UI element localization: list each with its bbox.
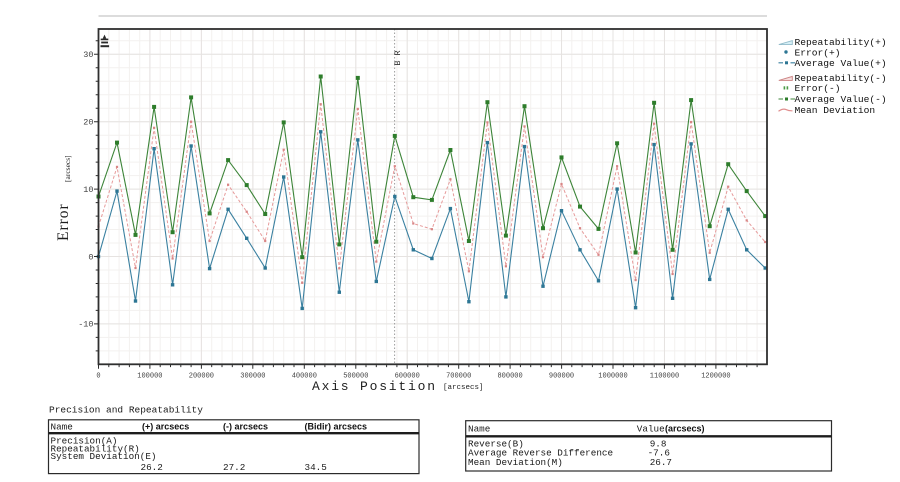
svg-text:200000: 200000 (189, 373, 214, 381)
svg-text:(arcsecs): (arcsecs) (665, 424, 705, 434)
svg-text:30: 30 (83, 50, 93, 60)
svg-text:Error: Error (55, 203, 72, 241)
svg-text:Reverse(B): Reverse(B) (468, 439, 524, 450)
svg-text:34.5: 34.5 (305, 462, 327, 473)
svg-text:Axis Position: Axis Position (312, 379, 437, 394)
svg-text:26.7: 26.7 (650, 457, 672, 468)
svg-text:9.8: 9.8 (650, 439, 667, 450)
svg-text:Mean Deviation(M): Mean Deviation(M) (468, 457, 563, 468)
svg-text:Repeatability(R): Repeatability(R) (51, 443, 140, 454)
svg-text:Value: Value (637, 424, 665, 435)
svg-text:Repeatability(+): Repeatability(+) (795, 37, 887, 48)
svg-text:100000: 100000 (137, 373, 162, 381)
svg-text:(+) arcsecs: (+) arcsecs (142, 422, 189, 432)
svg-text:1000000: 1000000 (598, 373, 627, 381)
svg-text:400000: 400000 (292, 373, 317, 381)
svg-text:Error(+): Error(+) (795, 47, 841, 58)
svg-text:Precision and Repeatability: Precision and Repeatability (49, 405, 203, 416)
svg-text:Name: Name (468, 424, 490, 435)
svg-text:27.2: 27.2 (223, 462, 245, 473)
svg-text:0: 0 (96, 373, 100, 381)
svg-text:600000: 600000 (395, 373, 420, 381)
svg-text:700000: 700000 (446, 373, 471, 381)
svg-text:Average Reverse Difference: Average Reverse Difference (468, 448, 613, 459)
svg-text:300000: 300000 (240, 373, 265, 381)
svg-text:Average Value(-): Average Value(-) (795, 94, 887, 105)
svg-text:1100000: 1100000 (650, 373, 679, 381)
svg-text:-10: -10 (78, 320, 93, 330)
svg-text:B R: B R (393, 50, 403, 65)
svg-text:(Bidir) arcsecs: (Bidir) arcsecs (305, 422, 368, 432)
svg-text:Precision(A): Precision(A) (51, 436, 118, 447)
svg-text:(-) arcsecs: (-) arcsecs (223, 422, 268, 432)
svg-text:[arcsecs]: [arcsecs] (443, 384, 484, 392)
svg-text:26.2: 26.2 (141, 462, 163, 473)
svg-text:0: 0 (88, 252, 93, 262)
svg-text:900000: 900000 (549, 373, 574, 381)
svg-text:Average Value(+): Average Value(+) (795, 58, 887, 69)
svg-text:10: 10 (83, 185, 93, 195)
svg-text:-7.6: -7.6 (648, 448, 670, 459)
svg-text:800000: 800000 (497, 373, 522, 381)
svg-text:Mean Deviation: Mean Deviation (795, 105, 876, 116)
svg-text:Repeatability(-): Repeatability(-) (795, 73, 887, 84)
svg-text:500000: 500000 (343, 373, 368, 381)
svg-text:[arcsecs]: [arcsecs] (63, 155, 72, 182)
svg-text:Error(-): Error(-) (795, 83, 841, 94)
svg-text:Name: Name (51, 422, 73, 433)
svg-text:20: 20 (83, 118, 93, 128)
svg-text:1200000: 1200000 (701, 373, 730, 381)
svg-text:System Deviation(E): System Deviation(E) (51, 451, 157, 462)
